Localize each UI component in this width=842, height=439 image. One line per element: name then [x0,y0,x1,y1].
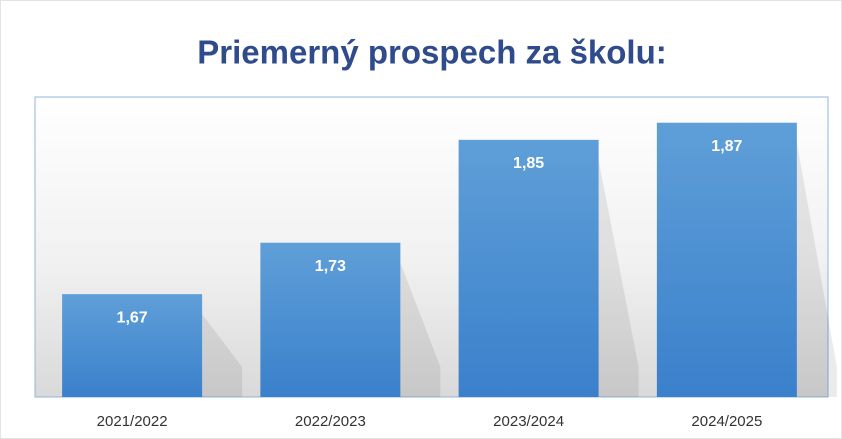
bar [458,139,599,397]
x-tick-label: 2024/2025 [691,413,762,430]
x-tick-label: 2023/2024 [493,413,564,430]
x-tick-label: 2022/2023 [295,413,366,430]
bar-shadow [400,262,441,397]
bar-shadow [796,142,837,397]
x-tick-label: 2021/2022 [97,413,168,430]
chart-title: Priemerný prospech za školu: [197,34,667,71]
bar-shadow [202,314,243,397]
bar [260,242,401,397]
bar [62,294,203,397]
value-label: 1,87 [711,138,742,155]
bar [656,122,797,397]
value-label: 1,73 [315,258,346,275]
bar-shadow [598,159,639,397]
value-label: 1,85 [513,155,544,172]
value-label: 1,67 [117,309,148,326]
